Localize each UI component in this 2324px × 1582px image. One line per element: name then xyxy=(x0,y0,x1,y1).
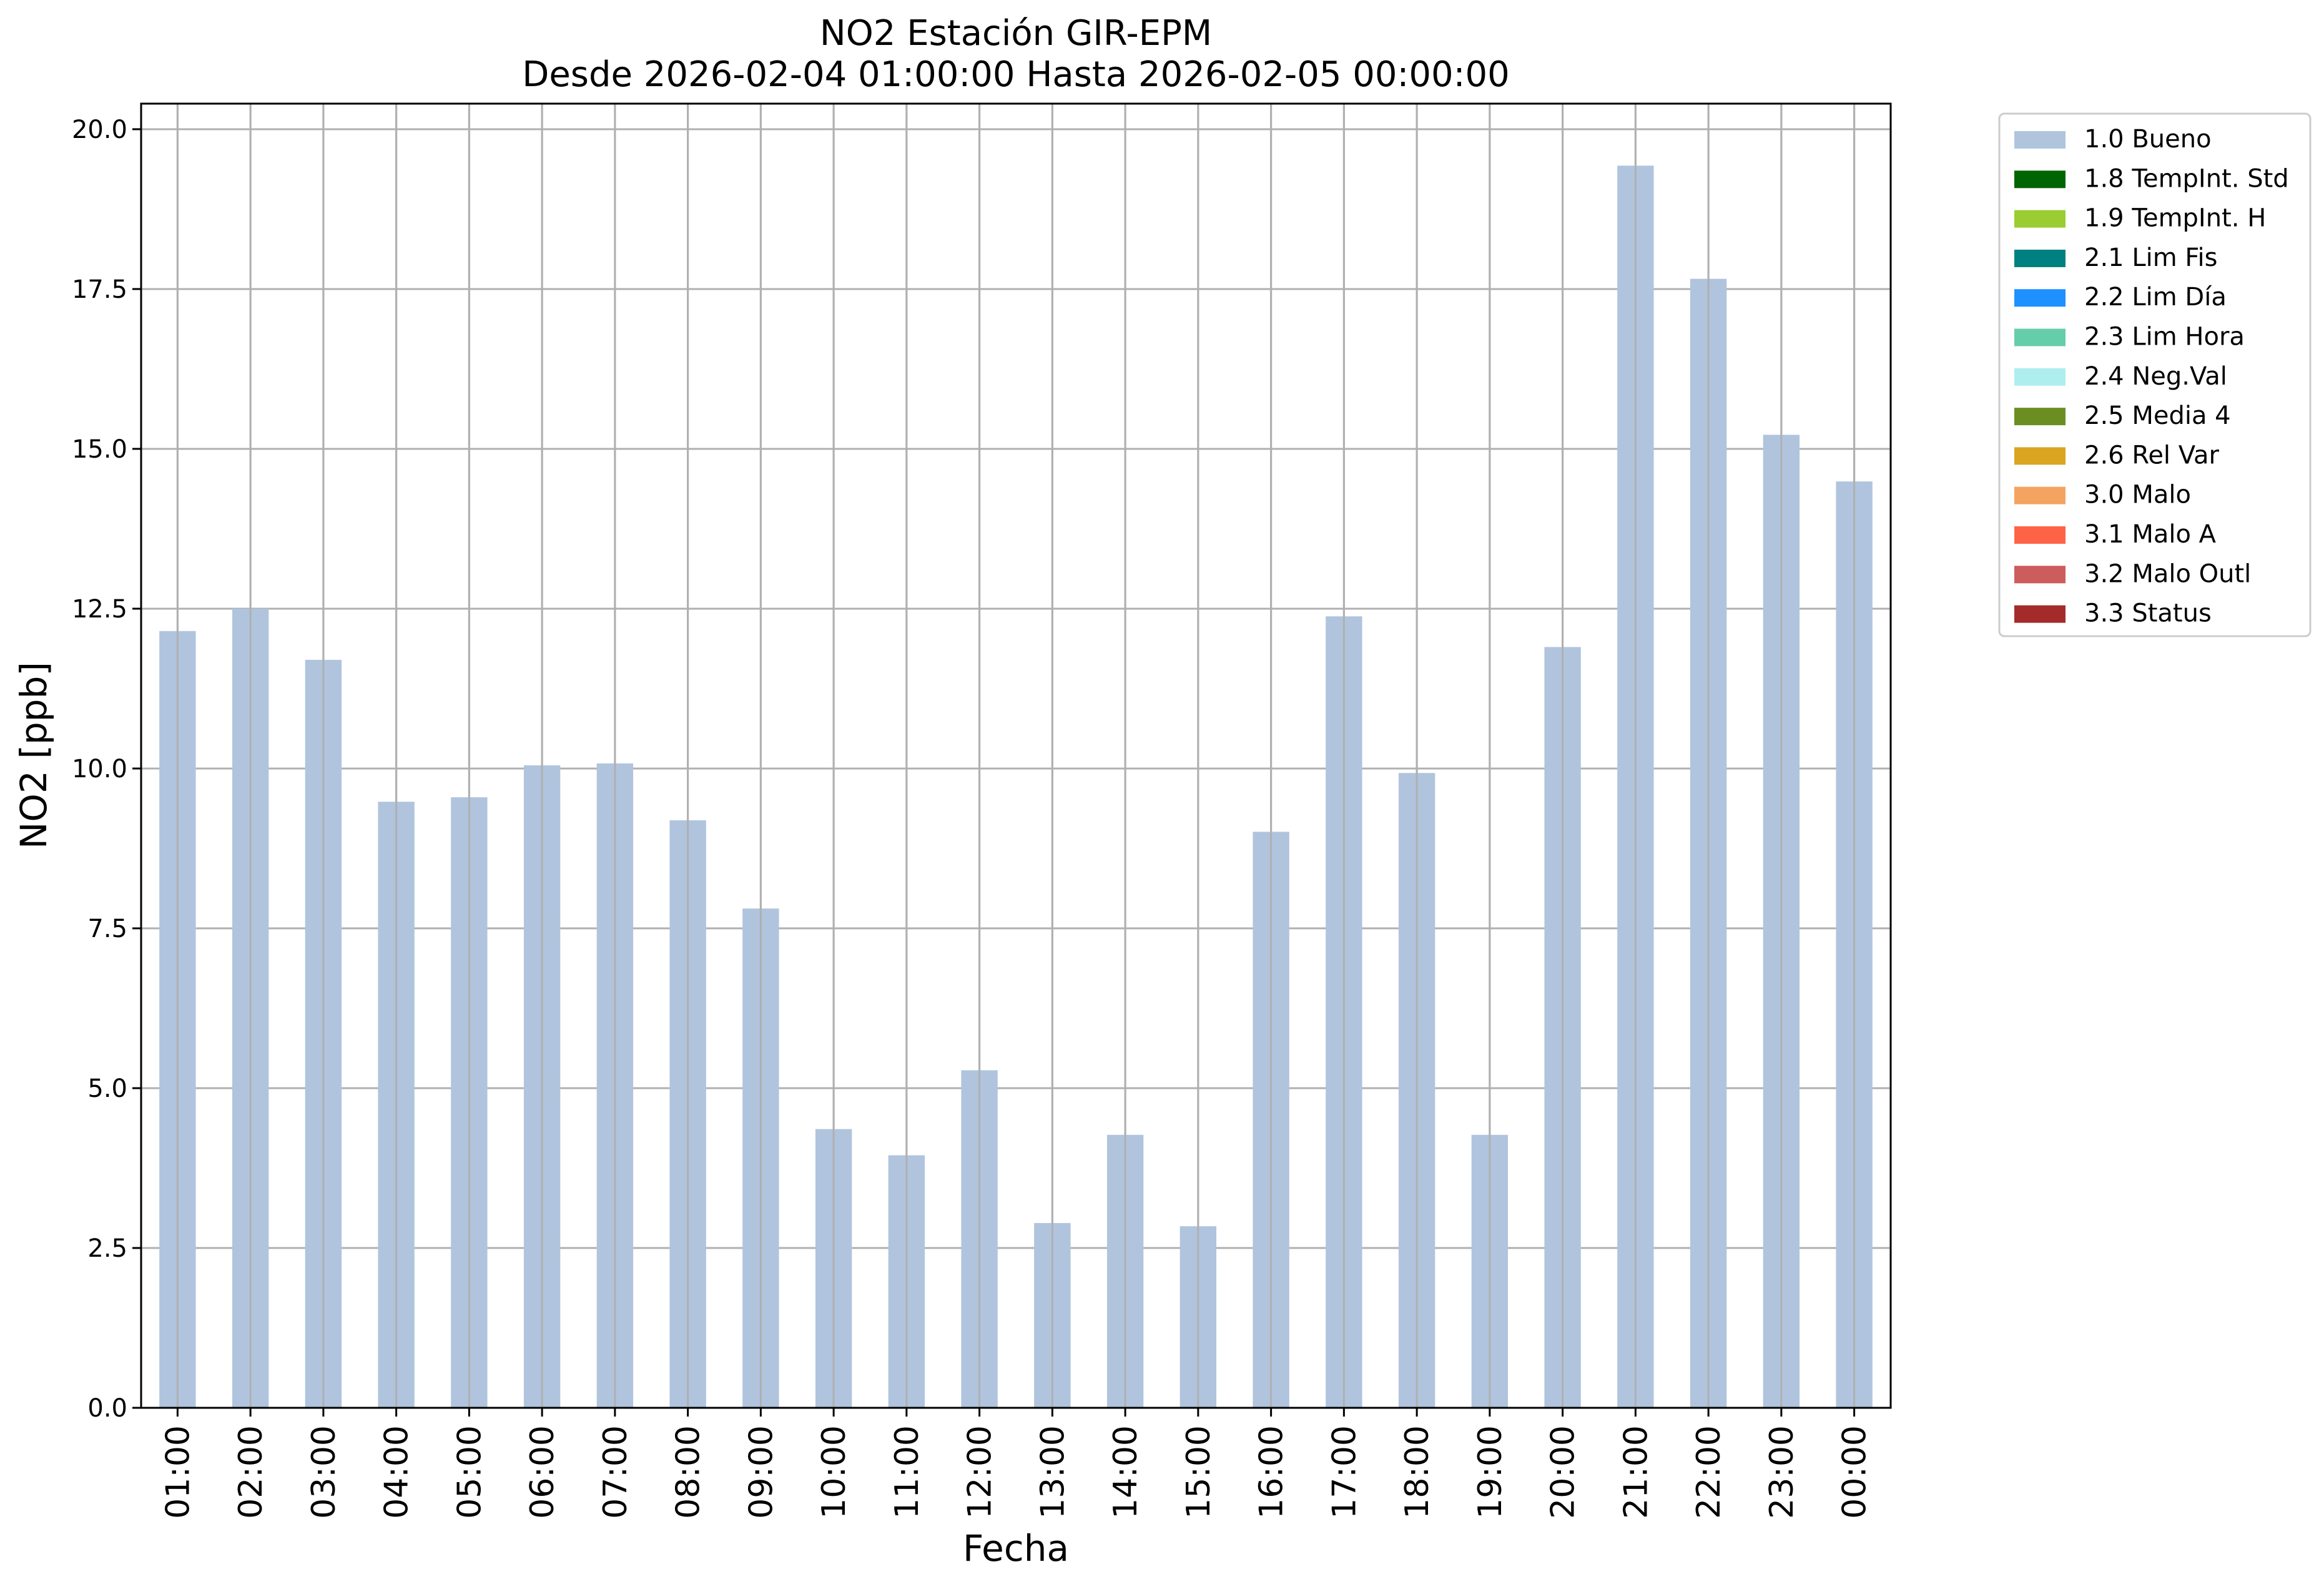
x-tick-label: 22:00 xyxy=(1690,1425,1728,1519)
legend-swatch xyxy=(2014,447,2066,465)
x-tick-label: 15:00 xyxy=(1180,1425,1218,1519)
x-tick-label: 20:00 xyxy=(1545,1425,1582,1519)
legend-label: 2.1 Lim Fis xyxy=(2084,243,2217,272)
legend-label: 2.3 Lim Hora xyxy=(2084,323,2245,351)
x-tick-label: 21:00 xyxy=(1617,1425,1655,1519)
x-tick-label: 17:00 xyxy=(1326,1425,1363,1519)
legend-label: 2.6 Rel Var xyxy=(2084,441,2220,469)
legend-swatch xyxy=(2014,289,2066,307)
legend-swatch xyxy=(2014,526,2066,544)
legend-label: 1.9 TempInt. H xyxy=(2084,204,2266,233)
x-tick-label: 02:00 xyxy=(232,1425,270,1519)
x-tick-label: 08:00 xyxy=(670,1425,707,1519)
legend-label: 3.2 Malo Outl xyxy=(2084,559,2251,588)
legend-swatch xyxy=(2014,328,2066,346)
y-tick-label: 17.5 xyxy=(72,275,127,304)
legend-label: 1.0 Bueno xyxy=(2084,125,2212,154)
legend-label: 3.3 Status xyxy=(2084,599,2212,628)
y-tick-label: 12.5 xyxy=(72,595,127,624)
x-tick-label: 04:00 xyxy=(378,1425,416,1519)
x-axis-label: Fecha xyxy=(963,1527,1069,1570)
legend-swatch xyxy=(2014,486,2066,504)
y-axis-label: NO2 [ppb] xyxy=(12,662,55,849)
x-tick-label: 09:00 xyxy=(742,1425,780,1519)
legend-swatch xyxy=(2014,131,2066,149)
y-tick-label: 7.5 xyxy=(87,915,127,943)
legend: 1.0 Bueno 1.8 TempInt. Std 1.9 TempInt. H 2… xyxy=(1998,112,2312,637)
plot-area-frame xyxy=(140,102,1892,1409)
bars-group xyxy=(159,104,1873,1408)
x-tick-label: 03:00 xyxy=(305,1425,343,1519)
x-tick-label: 19:00 xyxy=(1472,1425,1509,1519)
x-tick-label: 11:00 xyxy=(889,1425,926,1519)
x-tick-label: 12:00 xyxy=(962,1425,999,1519)
chart-subtitle: Desde 2026-02-04 01:00:00 Hasta 2026-02-… xyxy=(522,54,1510,95)
legend-label: 3.0 Malo xyxy=(2084,481,2191,509)
legend-label: 3.1 Malo A xyxy=(2084,520,2217,549)
y-tick-label: 10.0 xyxy=(72,755,127,784)
y-tick-label: 5.0 xyxy=(87,1074,127,1103)
x-axis: 01:00 02:00 03:00 04:00 05:00 06:00 07:00 08:00… xyxy=(159,1408,1874,1519)
x-tick-label: 06:00 xyxy=(524,1425,561,1519)
y-axis: 0.0 2.5 5.0 7.5 10.0 12.5 15.0 17.5 20.0 xyxy=(72,115,141,1423)
x-tick-label: 23:00 xyxy=(1763,1425,1801,1519)
x-tick-label: 14:00 xyxy=(1107,1425,1145,1519)
y-tick-label: 15.0 xyxy=(72,435,127,464)
legend-swatch xyxy=(2014,170,2066,189)
chart-title: NO2 Estación GIR-EPM xyxy=(820,13,1212,54)
legend-label: 2.4 Neg.Val xyxy=(2084,362,2227,391)
y-tick-label: 20.0 xyxy=(72,115,127,144)
legend-swatch xyxy=(2014,566,2066,584)
x-tick-label: 05:00 xyxy=(451,1425,488,1519)
x-tick-label: 07:00 xyxy=(597,1425,634,1519)
x-tick-label: 10:00 xyxy=(815,1425,853,1519)
legend-swatch xyxy=(2014,368,2066,386)
x-tick-label: 01:00 xyxy=(159,1425,197,1519)
legend-label: 2.5 Media 4 xyxy=(2084,401,2231,430)
y-tick-label: 0.0 xyxy=(87,1394,127,1423)
legend-swatch xyxy=(2014,408,2066,426)
x-tick-label: 16:00 xyxy=(1253,1425,1291,1519)
legend-swatch xyxy=(2014,249,2066,267)
x-tick-label: 18:00 xyxy=(1399,1425,1436,1519)
x-tick-label: 00:00 xyxy=(1836,1425,1874,1519)
legend-label: 1.8 TempInt. Std xyxy=(2084,164,2289,193)
x-tick-label: 13:00 xyxy=(1034,1425,1071,1519)
legend-swatch xyxy=(2014,605,2066,623)
y-tick-label: 2.5 xyxy=(87,1234,127,1263)
legend-swatch xyxy=(2014,210,2066,228)
legend-frame xyxy=(1998,112,2312,637)
legend-label: 2.2 Lim Día xyxy=(2084,283,2227,312)
